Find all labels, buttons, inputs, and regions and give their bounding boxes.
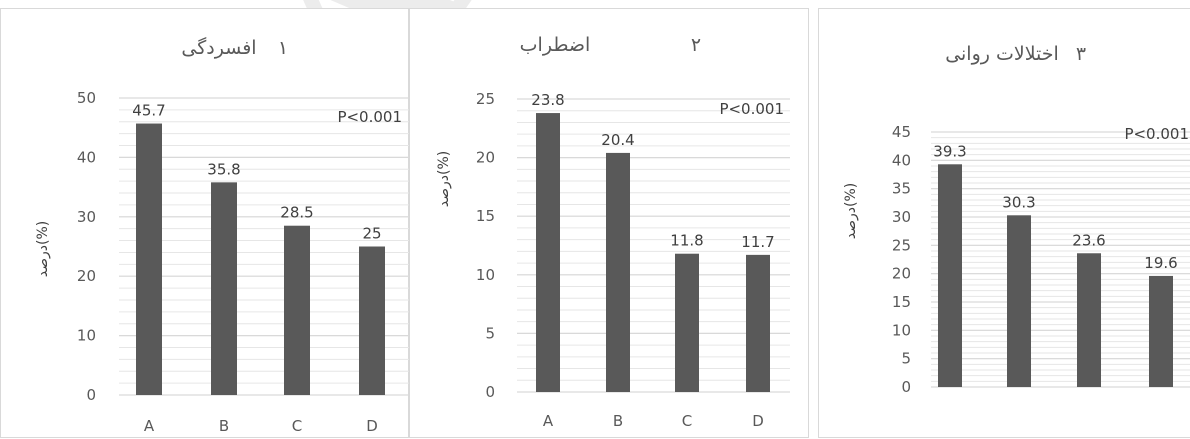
- data-label: 23.6: [1072, 231, 1105, 249]
- chart-panel-depression: 0 10 20 30 40 50 45.7 35.8 28.5 25 A B C D P<0.001 افسر…: [0, 8, 410, 438]
- y-tick-label: 10: [476, 266, 495, 284]
- chart-title: افسردگی: [181, 36, 256, 59]
- y-tick-label: 40: [77, 148, 96, 166]
- x-tick-label: B: [613, 412, 623, 430]
- bar: [211, 182, 237, 395]
- data-label: 30.3: [1002, 193, 1035, 211]
- y-axis-label: درصد(%): [35, 221, 51, 277]
- data-label: 20.4: [601, 131, 634, 149]
- x-tick-label: A: [543, 412, 554, 430]
- y-tick-label: 25: [476, 90, 495, 108]
- y-tick-label: 20: [892, 265, 911, 283]
- data-label: 45.7: [132, 102, 165, 120]
- bar: [938, 164, 962, 387]
- y-tick-label: 40: [892, 151, 911, 169]
- chart-panel-anxiety: 0 5 10 15 20 25 23.8 20.4 11.8 11.7 A B C D P<0.001 اضط…: [409, 8, 809, 438]
- y-tick-label: 25: [892, 236, 911, 254]
- data-label: 19.6: [1144, 254, 1177, 272]
- chart-number: ۳: [1076, 43, 1086, 65]
- y-tick-label: 5: [901, 350, 911, 368]
- bar: [284, 225, 310, 395]
- p-value-annotation: P<0.001: [719, 100, 784, 118]
- y-tick-label: 30: [892, 208, 911, 226]
- chart-number: ۱: [278, 37, 288, 59]
- bar: [359, 246, 385, 395]
- y-tick-label: 20: [476, 149, 495, 167]
- y-tick-label: 50: [77, 89, 96, 107]
- p-value-annotation: P<0.001: [1124, 125, 1189, 143]
- y-tick-label: 0: [485, 383, 495, 401]
- chart-depression: 0 10 20 30 40 50 45.7 35.8 28.5 25 A B C D P<0.001 افسر…: [35, 36, 410, 435]
- y-tick-label: 15: [892, 293, 911, 311]
- bar: [606, 152, 630, 392]
- data-label: 11.8: [670, 232, 703, 250]
- y-tick-label: 5: [485, 324, 495, 342]
- y-axis-label: درصد(%): [843, 183, 859, 239]
- x-tick-label: D: [752, 412, 764, 430]
- chart-number: ۲: [691, 34, 701, 56]
- data-label: 35.8: [207, 160, 240, 178]
- bar: [746, 254, 770, 392]
- bar: [536, 113, 560, 393]
- y-tick-label: 10: [892, 321, 911, 339]
- data-label: 25: [362, 225, 381, 243]
- y-tick-label: 0: [901, 378, 911, 396]
- y-tick-label: 15: [476, 207, 495, 225]
- chart-title: اضطراب: [520, 34, 591, 56]
- y-tick-label: 35: [892, 180, 911, 198]
- bar: [1077, 253, 1101, 387]
- x-tick-label: C: [682, 412, 692, 430]
- data-label: 23.8: [531, 91, 564, 109]
- bar: [1149, 275, 1173, 387]
- data-label: 28.5: [280, 204, 313, 222]
- y-tick-label: 45: [892, 123, 911, 141]
- data-label: 11.7: [741, 233, 774, 251]
- data-label: 39.3: [933, 142, 966, 160]
- y-tick-label: 0: [86, 386, 96, 404]
- y-tick-label: 30: [77, 208, 96, 226]
- chart-mental-disorders: 0 5 10 15 20 25 30 35 40 45 39.3 30.3 23.6 19.6 P<0.00…: [843, 43, 1190, 396]
- x-tick-label: A: [144, 417, 155, 435]
- bar: [675, 253, 699, 392]
- x-tick-label: B: [219, 417, 229, 435]
- chart-anxiety: 0 5 10 15 20 25 23.8 20.4 11.8 11.7 A B C D P<0.001 اضط…: [436, 34, 790, 430]
- bar: [136, 123, 162, 396]
- x-tick-label: D: [366, 417, 378, 435]
- x-tick-label: C: [292, 417, 302, 435]
- chart-title: اختلالات روانی: [945, 43, 1059, 65]
- bar: [1007, 215, 1031, 387]
- y-axis-label: درصد(%): [436, 151, 452, 207]
- y-tick-label: 10: [77, 327, 96, 345]
- p-value-annotation: P<0.001: [337, 108, 402, 126]
- chart-panel-mental-disorders: 0 5 10 15 20 25 30 35 40 45 39.3 30.3 23.6 19.6 P<0.00…: [818, 8, 1190, 438]
- y-tick-label: 20: [77, 267, 96, 285]
